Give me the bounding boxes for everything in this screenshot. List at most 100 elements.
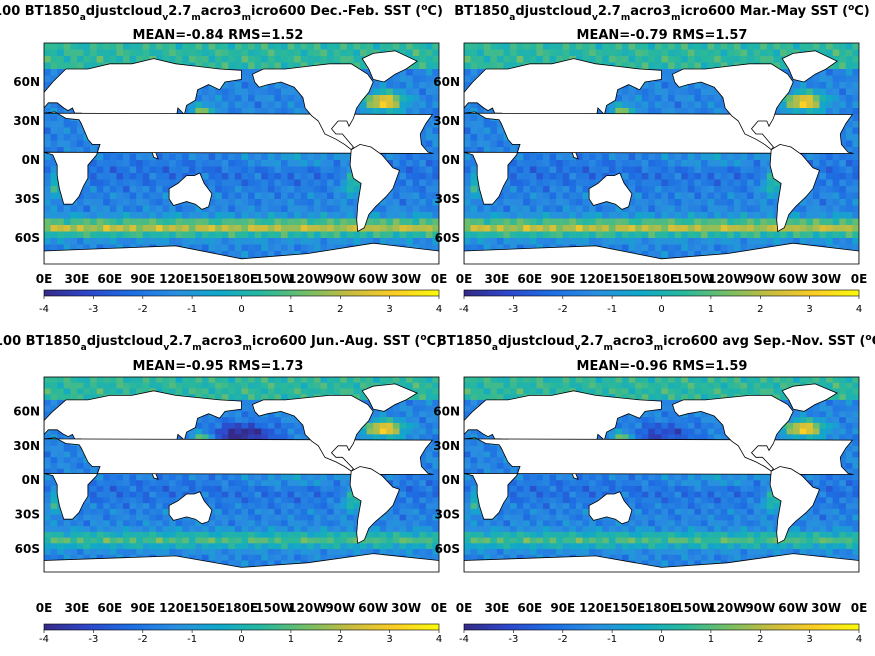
x-tick-label: 60E <box>517 601 542 615</box>
x-tick-label: 30W <box>391 601 421 615</box>
colorbar-tick-label: -4 <box>459 634 469 645</box>
chart-title: 100 BT1850adjustcloudv2.7macro3micro600 … <box>0 3 443 23</box>
colorbar-tick-label: -2 <box>558 634 568 645</box>
axes-frame <box>43 376 440 573</box>
x-tick-label: 90W <box>325 272 355 286</box>
x-tick-label: 90E <box>130 272 155 286</box>
x-tick-label: 150W <box>675 601 713 615</box>
colorbar-tick-label: 0 <box>658 634 664 645</box>
x-tick-label: 30E <box>64 601 89 615</box>
x-tick-label: 120W <box>708 272 746 286</box>
x-tick-label: 0E <box>851 272 868 286</box>
colorbar-tick-label: 2 <box>757 634 763 645</box>
land-mask <box>44 50 439 264</box>
colorbar <box>463 289 860 297</box>
x-tick-label: 0E <box>851 601 868 615</box>
map-panel-jja: 100 BT1850adjustcloudv2.7macro3micro600 … <box>0 333 447 645</box>
y-tick-label: 0N <box>442 153 460 167</box>
land-mask <box>464 383 859 572</box>
colorbar-tick-label: -2 <box>138 634 148 645</box>
x-tick-label: 150E <box>192 601 225 615</box>
x-tick-label: 60E <box>97 601 122 615</box>
y-tick-label: 60N <box>13 404 40 418</box>
x-tick-label: 90W <box>745 272 775 286</box>
y-tick-label: 0N <box>22 473 40 487</box>
colorbar-tick-label: 3 <box>806 634 812 645</box>
x-tick-label: 30W <box>391 272 421 286</box>
x-tick-label: 150W <box>255 272 293 286</box>
colorbar <box>43 623 440 631</box>
y-tick-label: 0N <box>442 473 460 487</box>
chart-subtitle: MEAN=-0.95 RMS=1.73 <box>133 359 304 374</box>
y-tick-label: 60N <box>13 75 40 89</box>
x-tick-label: 30W <box>811 601 841 615</box>
colorbar-tick-label: -3 <box>88 304 98 315</box>
axes-frame <box>463 376 860 573</box>
chart-subtitle: MEAN=-0.96 RMS=1.59 <box>577 359 748 374</box>
y-tick-label: 0N <box>22 153 40 167</box>
chart-title: 100 BT1850adjustcloudv2.7macro3micro600 … <box>0 333 442 353</box>
x-tick-label: 120E <box>579 272 612 286</box>
map-panel-mam: BT1850adjustcloudv2.7macro3micro600 Mar.… <box>433 3 869 315</box>
colorbar-tick-label: 0 <box>238 634 244 645</box>
x-tick-label: 180E <box>645 601 678 615</box>
land-mask <box>464 50 859 264</box>
x-tick-label: 30E <box>484 601 509 615</box>
x-tick-label: 0E <box>456 272 473 286</box>
x-tick-label: 90W <box>745 601 775 615</box>
y-tick-label: 60S <box>15 542 40 556</box>
y-tick-label: 60S <box>15 231 40 245</box>
x-tick-label: 150E <box>612 601 645 615</box>
colorbar <box>463 623 860 631</box>
x-tick-label: 180E <box>645 272 678 286</box>
y-tick-label: 60N <box>433 404 460 418</box>
colorbar-tick-label: 0 <box>238 304 244 315</box>
y-tick-label: 60N <box>433 75 460 89</box>
chart-subtitle: MEAN=-0.84 RMS=1.52 <box>133 28 304 43</box>
colorbar-tick-label: 4 <box>436 634 442 645</box>
colorbar-tick-label: -3 <box>508 304 518 315</box>
axes-frame <box>43 42 440 265</box>
x-tick-label: 150E <box>612 272 645 286</box>
colorbar-tick-label: 1 <box>708 304 714 315</box>
x-tick-label: 0E <box>456 601 473 615</box>
y-tick-label: 30S <box>15 192 40 206</box>
colorbar-tick-label: 3 <box>386 304 392 315</box>
colorbar-tick-label: -4 <box>39 634 49 645</box>
x-tick-label: 90W <box>325 601 355 615</box>
x-tick-label: 60W <box>778 272 808 286</box>
colorbar-tick-label: 0 <box>658 304 664 315</box>
x-tick-label: 60W <box>358 601 388 615</box>
colorbar-tick-label: -4 <box>459 304 469 315</box>
x-tick-label: 0E <box>36 272 53 286</box>
x-tick-label: 120W <box>288 272 326 286</box>
map-panel-son: BT1850adjustcloudv2.7macro3micro600 avg … <box>433 333 875 645</box>
y-tick-label: 30N <box>13 439 40 453</box>
y-tick-label: 30S <box>15 508 40 522</box>
map-panel-djf: 100 BT1850adjustcloudv2.7macro3micro600 … <box>0 3 447 315</box>
y-tick-label: 60S <box>435 231 460 245</box>
x-tick-label: 180E <box>225 601 258 615</box>
colorbar-tick-label: 4 <box>436 304 442 315</box>
chart-title: BT1850adjustcloudv2.7macro3micro600 avg … <box>437 333 875 353</box>
x-tick-label: 150W <box>675 272 713 286</box>
x-tick-label: 120E <box>159 601 192 615</box>
y-tick-label: 60S <box>435 542 460 556</box>
colorbar-tick-label: -4 <box>39 304 49 315</box>
x-tick-label: 150W <box>255 601 293 615</box>
x-tick-label: 120W <box>708 601 746 615</box>
y-tick-label: 30N <box>433 114 460 128</box>
colorbar-tick-label: -2 <box>558 304 568 315</box>
land-mask <box>44 383 439 572</box>
x-tick-label: 30W <box>811 272 841 286</box>
x-tick-label: 60E <box>97 272 122 286</box>
colorbar-tick-label: 1 <box>708 634 714 645</box>
colorbar-tick-label: -3 <box>88 634 98 645</box>
x-tick-label: 30E <box>64 272 89 286</box>
y-tick-label: 30S <box>435 508 460 522</box>
x-tick-label: 180E <box>225 272 258 286</box>
x-tick-label: 60W <box>358 272 388 286</box>
colorbar-tick-label: 2 <box>757 304 763 315</box>
x-tick-label: 90E <box>550 272 575 286</box>
